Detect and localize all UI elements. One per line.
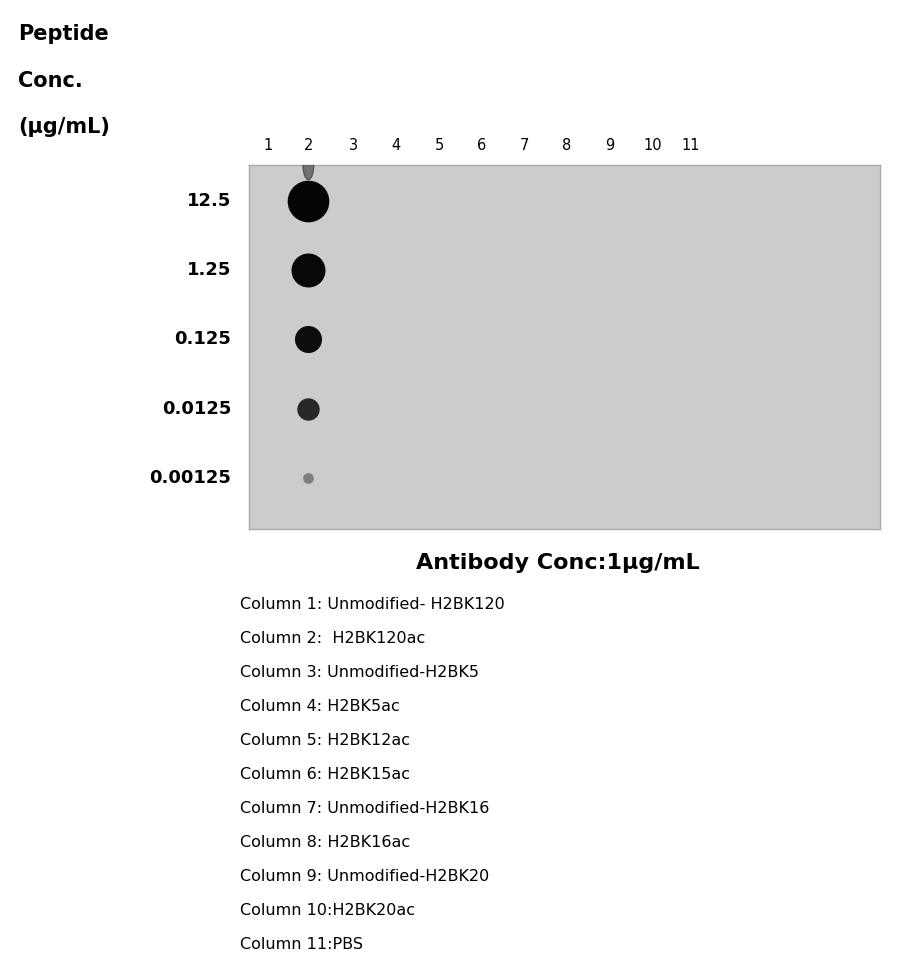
Point [301,470,316,486]
Ellipse shape [303,151,314,180]
Text: 1.25: 1.25 [187,261,231,279]
Text: 5: 5 [434,139,444,153]
Text: Column 1: Unmodified- H2BK120: Column 1: Unmodified- H2BK120 [240,597,505,612]
Text: 7: 7 [520,139,529,153]
Text: 2: 2 [304,139,313,153]
Text: (μg/mL): (μg/mL) [18,117,110,138]
Text: Column 7: Unmodified-H2BK16: Column 7: Unmodified-H2BK16 [240,801,490,816]
Text: 0.125: 0.125 [174,330,231,348]
Point [301,193,316,209]
Text: Column 11:PBS: Column 11:PBS [240,937,364,952]
Text: Antibody Conc:1μg/mL: Antibody Conc:1μg/mL [416,553,699,574]
Text: Conc.: Conc. [18,71,83,91]
Text: 11: 11 [682,139,700,153]
Text: Column 3: Unmodified-H2BK5: Column 3: Unmodified-H2BK5 [240,665,480,680]
Text: Column 6: H2BK15ac: Column 6: H2BK15ac [240,767,410,782]
Text: 1: 1 [263,139,272,153]
Text: 9: 9 [605,139,614,153]
Text: 12.5: 12.5 [187,192,231,210]
Text: Column 4: H2BK5ac: Column 4: H2BK5ac [240,699,400,714]
Text: 10: 10 [644,139,662,153]
Text: Column 9: Unmodified-H2BK20: Column 9: Unmodified-H2BK20 [240,869,490,884]
Text: Column 2:  H2BK120ac: Column 2: H2BK120ac [240,631,425,646]
Text: 4: 4 [392,139,401,153]
Text: 8: 8 [562,139,571,153]
Text: 6: 6 [477,139,486,153]
Point [301,262,316,278]
Text: 0.00125: 0.00125 [150,469,231,486]
Text: Column 8: H2BK16ac: Column 8: H2BK16ac [240,835,411,850]
Text: 3: 3 [349,139,358,153]
Point [301,401,316,417]
Text: Column 5: H2BK12ac: Column 5: H2BK12ac [240,733,410,748]
Text: Peptide: Peptide [18,24,109,45]
Text: Column 10:H2BK20ac: Column 10:H2BK20ac [240,903,415,918]
Text: 0.0125: 0.0125 [162,400,231,418]
Point [301,331,316,347]
